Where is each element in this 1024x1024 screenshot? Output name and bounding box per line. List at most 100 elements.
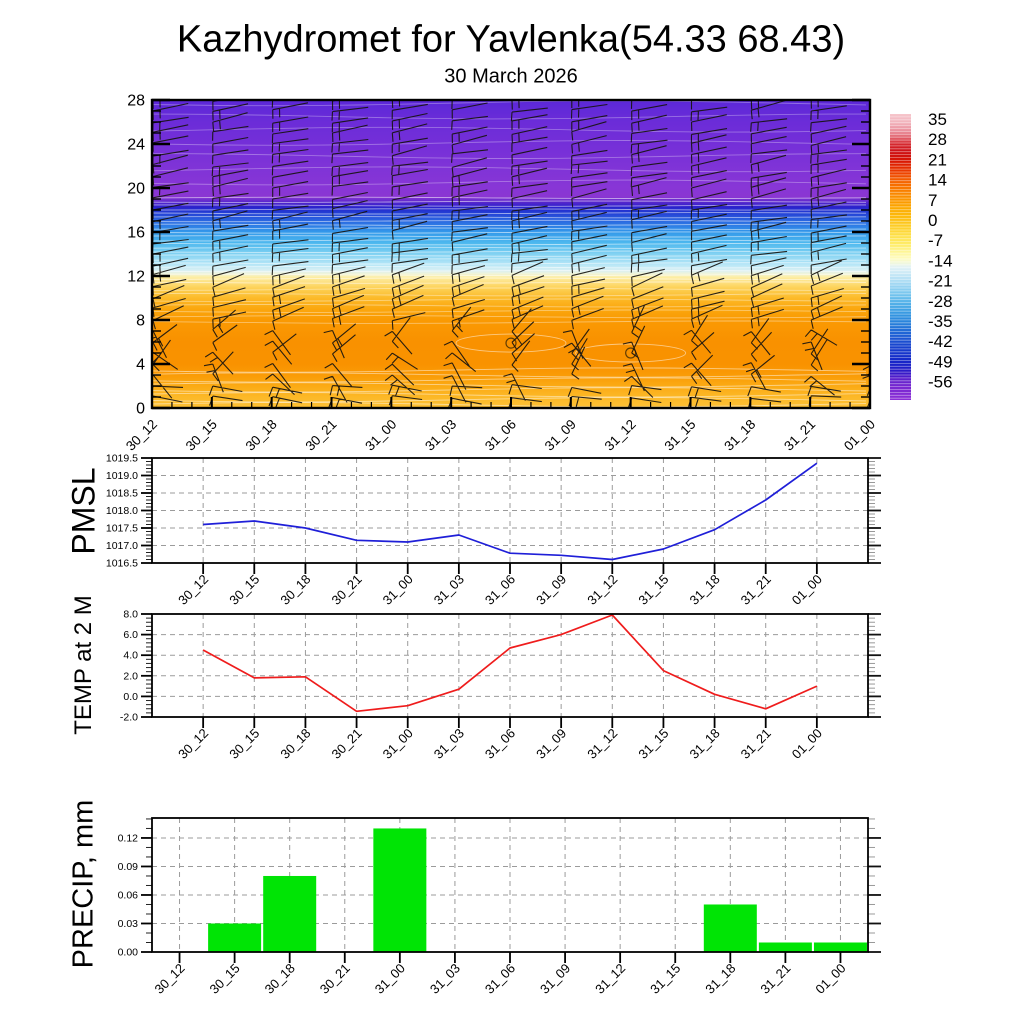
temp2m-gridlines (152, 614, 868, 717)
temperature-fill (152, 100, 870, 408)
time-tick-label: 30_15 (226, 726, 262, 762)
height-tick-label: 0 (136, 401, 145, 418)
value-tick-label: 8.0 (123, 609, 138, 621)
temp2m-ticks (141, 613, 881, 728)
contour-extremum-marker (505, 337, 517, 349)
time-tick-label: 30_12 (175, 572, 211, 608)
pmsl-gridlines (152, 458, 868, 563)
time-tick-label: 31_06 (482, 572, 518, 608)
precip-bar (703, 904, 757, 952)
time-tick-label: 31_12 (592, 961, 628, 997)
main-x-labels: 30_12 30_15 30_18 30_21 31_00 31_03 31_06 31_09… (123, 417, 878, 454)
time-tick-label: 31_06 (482, 417, 519, 454)
value-tick-label: 4.0 (123, 650, 138, 662)
colorbar-tick-label: -49 (928, 352, 953, 371)
colorbar-tick-label: -56 (928, 373, 953, 392)
date-subtitle: 30 March 2026 (444, 65, 578, 88)
contour-loop (455, 333, 567, 353)
colorbar-gradient (890, 114, 911, 400)
precip-bar (263, 875, 317, 952)
time-tick-label: 01_00 (789, 572, 825, 608)
colorbar-tick-label: 14 (928, 171, 947, 190)
height-tick-label: 20 (127, 181, 145, 198)
time-tick-label: 31_15 (647, 961, 683, 997)
time-tick-label: 31_03 (422, 417, 459, 454)
precip-bar (208, 923, 262, 952)
value-tick-label: 1016.5 (106, 558, 138, 570)
colorbar-tick-label: 7 (928, 191, 937, 210)
temp2m-panel: 8.06.04.02.00.0-2.030_12 30_15 30_18 30_21 3… (120, 609, 881, 762)
time-tick-label: 01_00 (789, 726, 825, 762)
value-tick-label: 1017.5 (106, 523, 138, 535)
value-tick-label: 0.12 (118, 832, 139, 844)
height-tick-label: 12 (127, 269, 145, 286)
value-tick-label: 2.0 (123, 670, 138, 682)
colorbar-tick-label: 0 (928, 211, 937, 230)
precip-bar (373, 828, 427, 952)
time-tick-label: 31_00 (380, 572, 416, 608)
time-tick-label: 01_00 (841, 417, 878, 454)
time-tick-label: 30_18 (243, 417, 280, 454)
time-tick-label: 01_00 (812, 961, 848, 997)
precip-bars (208, 828, 867, 952)
time-tick-label: 31_09 (533, 726, 569, 762)
pmsl-x-labels: 30_12 30_15 30_18 30_21 31_00 31_03 31_06 31_09… (175, 572, 825, 608)
time-tick-label: 31_09 (533, 572, 569, 608)
precip-x-labels: 30_12 30_15 30_18 30_21 31_00 31_03 31_06 31_09… (151, 961, 848, 997)
time-tick-label: 30_12 (151, 961, 187, 997)
height-tick-label: 24 (127, 137, 145, 154)
colorbar-tick-label: -14 (928, 251, 953, 270)
temp2m-x-labels: 30_12 30_15 30_18 30_21 31_00 31_03 31_06 31_09… (175, 726, 825, 762)
main-axis-ticks (151, 98, 871, 410)
time-tick-label: 31_21 (738, 572, 774, 608)
time-tick-label: 31_18 (721, 417, 758, 454)
value-tick-label: 0.00 (118, 947, 139, 959)
colorbar-tick-label: -21 (928, 272, 953, 291)
time-tick-label: 30_18 (262, 961, 298, 997)
precip-bar (758, 942, 812, 952)
time-tick-label: 31_06 (482, 961, 518, 997)
time-tick-label: 31_18 (687, 726, 723, 762)
time-tick-label: 30_18 (277, 572, 313, 608)
time-tick-label: 31_03 (431, 572, 467, 608)
time-tick-label: 31_18 (687, 572, 723, 608)
value-tick-label: 1018.0 (106, 505, 138, 517)
main-cross-section-panel: 28 24 20 16 12 8 4 030_12 30_15 30_18 30_21 31_00 31… (123, 93, 878, 454)
time-tick-label: 31_21 (738, 726, 774, 762)
time-tick-label: 31_15 (661, 417, 698, 454)
temp2m-line (202, 614, 818, 713)
height-tick-label: 28 (127, 93, 145, 110)
time-tick-label: 31_12 (602, 417, 639, 454)
extrema-markers (455, 333, 687, 363)
time-tick-label: 30_15 (207, 961, 243, 997)
page-title: Kazhydromet for Yavlenka(54.33 68.43) (176, 18, 846, 61)
value-tick-label: -2.0 (120, 712, 138, 724)
time-tick-label: 30_21 (329, 572, 365, 608)
temp2m-y-labels: 8.0 6.0 4.0 2.0 0.0 -2.0 (120, 609, 138, 724)
time-tick-label: 30_12 (175, 726, 211, 762)
pmsl-line (203, 462, 818, 561)
precip-ticks (141, 818, 881, 963)
time-tick-label: 31_12 (584, 572, 620, 608)
colorbar-tick-label: -35 (928, 312, 953, 331)
value-tick-label: 0.03 (118, 918, 139, 930)
value-tick-label: 0.09 (118, 861, 139, 873)
time-tick-label: 31_15 (635, 572, 671, 608)
time-tick-label: 30_15 (183, 417, 220, 454)
value-tick-label: 6.0 (123, 629, 138, 641)
time-tick-label: 31_09 (537, 961, 573, 997)
precip-panel: 0.12 0.09 0.06 0.03 0.00 30_12 30_15 30_18 30_21… (118, 817, 881, 997)
time-tick-label: 31_21 (781, 417, 818, 454)
time-tick-label: 31_00 (362, 417, 399, 454)
precip-y-labels: 0.12 0.09 0.06 0.03 0.00 (118, 832, 139, 958)
temp2m-border (151, 613, 869, 718)
time-tick-label: 31_18 (702, 961, 738, 997)
value-tick-label: 0.0 (123, 691, 138, 703)
main-y-labels: 28 24 20 16 12 8 4 0 (127, 93, 145, 418)
time-tick-label: 31_21 (757, 961, 793, 997)
value-tick-label: 0.06 (118, 889, 139, 901)
time-tick-label: 31_15 (635, 726, 671, 762)
